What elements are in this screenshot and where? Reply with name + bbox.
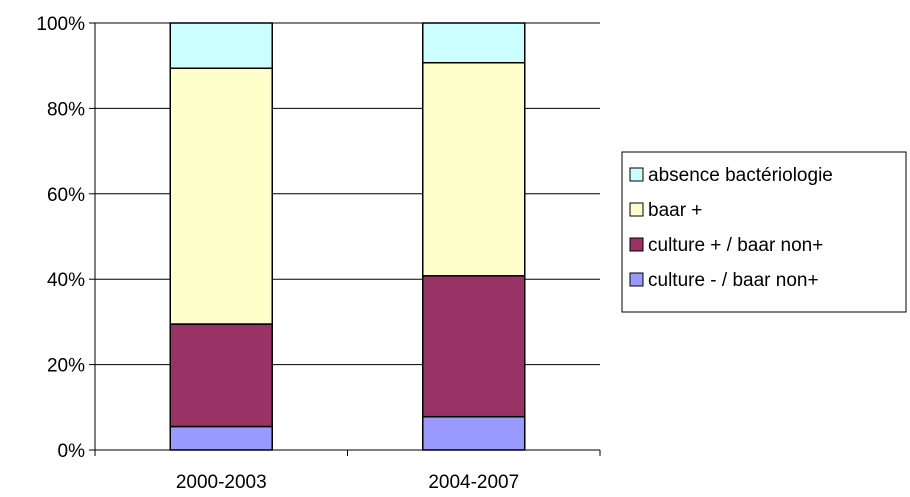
legend-box	[621, 151, 907, 313]
tick-labels: 0% 20% 40% 60% 80% 100% 2000-2003 2004-2007	[36, 14, 519, 493]
y-tick-label: 40%	[47, 270, 85, 291]
y-tick-label: 20%	[47, 356, 85, 377]
y-tick-label: 80%	[47, 99, 85, 120]
y-tick-label: 60%	[47, 185, 85, 206]
legend-swatch	[629, 202, 644, 217]
legend-label: culture - / baar non+	[648, 270, 819, 291]
x-tick-label: 2000-2003	[176, 472, 267, 493]
bar-segment	[422, 275, 526, 418]
bars	[169, 22, 526, 451]
bar-segment	[169, 22, 273, 70]
legend-swatch	[629, 272, 644, 287]
legend-label: absence bactériologie	[648, 165, 833, 186]
y-tick-label: 100%	[36, 14, 85, 35]
legend-swatch	[629, 237, 644, 252]
x-tick-label: 2004-2007	[428, 472, 519, 493]
bar-segment	[169, 67, 273, 325]
legend: absence bactériologie baar + culture + / b…	[621, 151, 907, 313]
bar-segment	[169, 323, 273, 428]
y-tick-label: 0%	[58, 441, 86, 462]
bar-segment	[422, 415, 526, 451]
legend-label: culture + / baar non+	[648, 235, 823, 256]
bar-segment	[422, 22, 526, 64]
bar-segment	[422, 61, 526, 277]
legend-swatch	[629, 167, 644, 182]
bar-segment	[169, 425, 273, 451]
legend-label: baar +	[648, 200, 702, 221]
